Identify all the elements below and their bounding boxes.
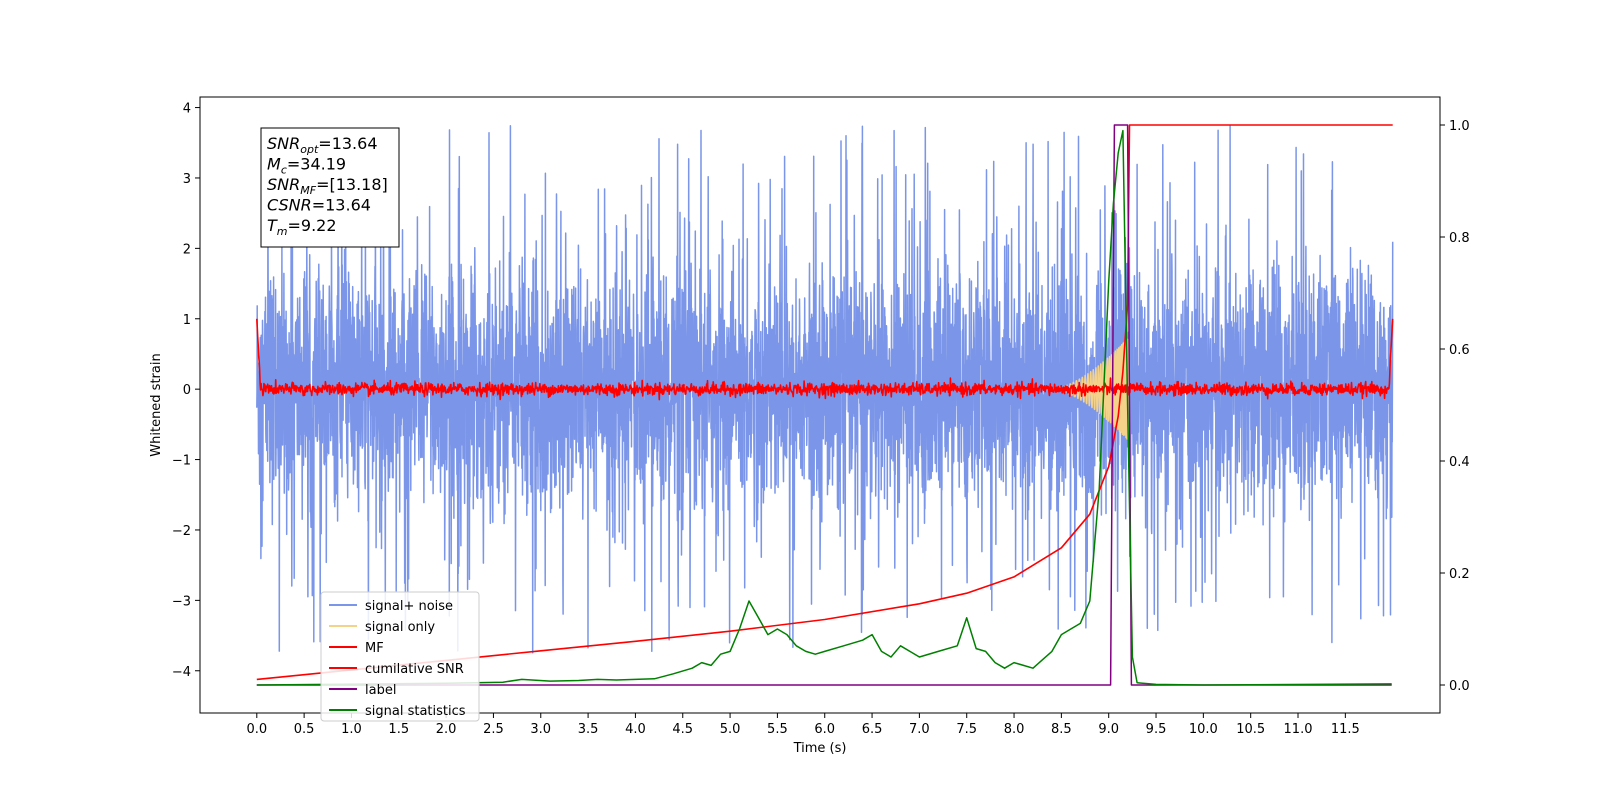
- y2-tick-label: 0.8: [1449, 231, 1470, 246]
- x-tick-label: 0.5: [294, 722, 315, 737]
- y-tick-label: 0: [183, 383, 191, 398]
- y2-tick-label: 0.4: [1449, 455, 1470, 470]
- x-tick-label: 5.0: [720, 722, 741, 737]
- y-tick-label: 4: [183, 102, 191, 117]
- legend-label-signal-only: signal only: [365, 620, 435, 635]
- series-layer: [256, 124, 1394, 686]
- y-axis-left: −4 −3 −2 −1 0 1 2 3 4: [172, 102, 200, 680]
- stats-annotation-box: SNRopt=13.64Mc=34.19SNRMF=[13.18]CSNR=13…: [260, 127, 400, 248]
- series-line-mf: [256, 318, 1394, 401]
- x-tick-label: 2.0: [436, 722, 457, 737]
- legend-label-cumilative-snr: cumilative SNR: [365, 662, 464, 677]
- x-tick-label: 3.5: [578, 722, 599, 737]
- x-tick-label: 4.5: [672, 722, 693, 737]
- y-tick-label: −1: [172, 454, 191, 469]
- series-line-cumilative-snr: [256, 124, 1393, 681]
- y2-tick-label: 0.0: [1449, 679, 1470, 694]
- annotation-line: Mc=34.19: [267, 155, 346, 177]
- y-axis-title: Whitened strain: [149, 353, 164, 456]
- x-tick-label: 11.5: [1331, 722, 1360, 737]
- annotation-line: CSNR=13.64: [267, 196, 371, 215]
- y-tick-label: 3: [183, 172, 191, 187]
- legend-label-label: label: [365, 683, 396, 698]
- annotation-line: SNRopt=13.64: [267, 134, 378, 156]
- x-tick-label: 9.5: [1146, 722, 1167, 737]
- x-tick-label: 7.0: [909, 722, 930, 737]
- y2-tick-label: 1.0: [1449, 119, 1470, 134]
- series-line-signal-statistics: [256, 129, 1392, 686]
- annotation-line: SNRMF=[13.18]: [267, 175, 388, 197]
- y-axis-right: 0.0 0.2 0.4 0.6 0.8 1.0: [1440, 119, 1470, 694]
- x-tick-label: 7.5: [956, 722, 977, 737]
- x-tick-label: 4.0: [625, 722, 646, 737]
- x-tick-label: 3.0: [530, 722, 551, 737]
- legend-label-signal-noise: signal+ noise: [365, 599, 453, 614]
- y-tick-label: −3: [172, 594, 191, 609]
- legend-label-mf: MF: [365, 641, 384, 656]
- y2-tick-label: 0.6: [1449, 343, 1470, 358]
- y-tick-label: −4: [172, 665, 191, 680]
- legend: signal+ noise signal only MF cumilative SNR…: [320, 591, 480, 722]
- annotation-frame: [260, 127, 400, 248]
- legend-frame: [320, 591, 480, 722]
- legend-label-signal-statistics: signal statistics: [365, 704, 466, 719]
- y-tick-label: 1: [183, 313, 191, 328]
- plot-frame: [199, 96, 1441, 714]
- x-tick-label: 8.0: [1004, 722, 1025, 737]
- series-line-signal-noise: [256, 125, 1394, 654]
- y-tick-label: −2: [172, 524, 191, 539]
- x-tick-label: 6.0: [814, 722, 835, 737]
- x-tick-label: 10.0: [1189, 722, 1218, 737]
- x-tick-label: 11.0: [1284, 722, 1313, 737]
- y-tick-label: 2: [183, 242, 191, 257]
- x-tick-label: 8.5: [1051, 722, 1072, 737]
- x-tick-label: 2.5: [483, 722, 504, 737]
- x-tick-label: 0.0: [246, 722, 267, 737]
- y2-tick-label: 0.2: [1449, 567, 1470, 582]
- annotation-line: Tm=9.22: [267, 216, 337, 238]
- x-tick-label: 5.5: [767, 722, 788, 737]
- x-tick-label: 6.5: [862, 722, 883, 737]
- x-tick-label: 10.5: [1236, 722, 1265, 737]
- x-axis-title: Time (s): [793, 741, 847, 756]
- x-tick-label: 9.0: [1098, 722, 1119, 737]
- x-tick-label: 1.5: [388, 722, 409, 737]
- x-axis: 0.0 0.5 1.0 1.5 2.0 2.5 3.0 3.5 4.0 4.5 5.0 5.5 6.0 6…: [246, 713, 1360, 737]
- x-tick-label: 1.0: [341, 722, 362, 737]
